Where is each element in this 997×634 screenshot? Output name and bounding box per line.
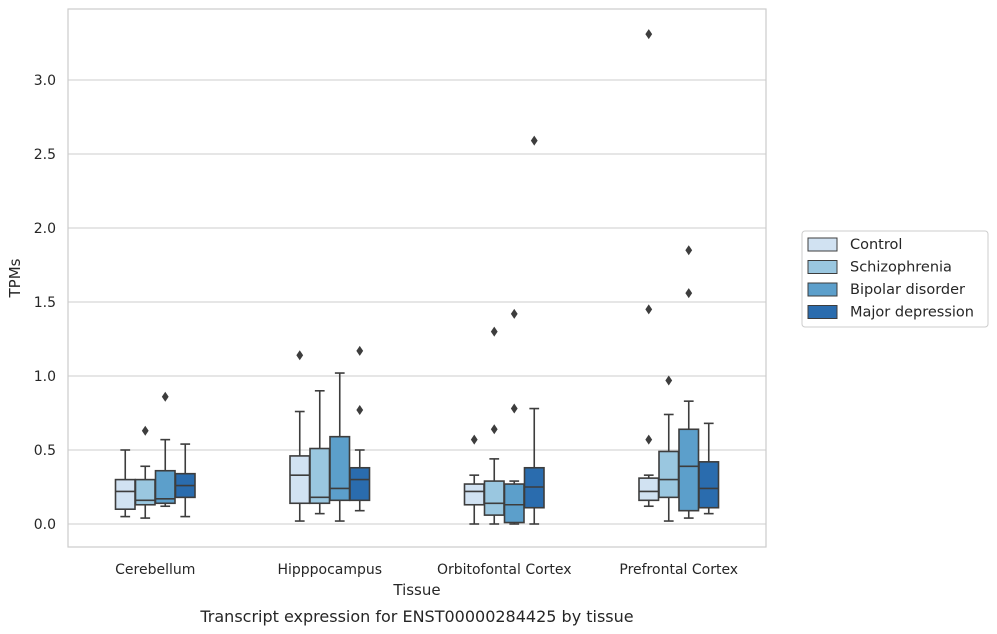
- outlier-point: [510, 403, 518, 414]
- box-bipolar-disorder: [678, 245, 700, 519]
- outlier-point: [356, 345, 364, 356]
- box-body: [658, 450, 680, 499]
- legend-items: Control Schizophrenia Bipolar disorder Majo…: [807, 237, 974, 321]
- box-body: [483, 480, 505, 516]
- box-body: [114, 478, 136, 511]
- legend-item: Bipolar disorder: [807, 282, 965, 298]
- x-tick-label: Hipppocampus: [277, 562, 382, 578]
- y-tick-label: 0.5: [34, 443, 56, 459]
- y-axis-label: TPMs: [6, 258, 24, 298]
- legend-frame: [801, 230, 989, 328]
- box-schizophrenia: [658, 375, 680, 522]
- box-body: [349, 466, 371, 502]
- chart-caption: Transcript expression for ENST0000028442…: [199, 607, 633, 626]
- y-axis-ticks: 0.0 0.5 1.0 1.5 2.0 2.5 3.0: [34, 73, 56, 533]
- x-axis-ticks: Cerebellum Hipppocampus Orbitofontal Corte…: [115, 562, 738, 578]
- outlier-point: [645, 29, 653, 40]
- outlier-point: [161, 391, 169, 402]
- box-body: [638, 477, 660, 502]
- box-major-depression: [174, 443, 196, 518]
- outlier-point: [665, 375, 673, 386]
- legend-item: Schizophrenia: [807, 260, 952, 276]
- x-axis-label: Tissue: [392, 581, 440, 599]
- y-tick-label: 1.0: [34, 369, 56, 385]
- x-tick-label: Prefrontal Cortex: [619, 562, 738, 578]
- legend-swatch: [807, 305, 838, 319]
- outlier-point: [510, 308, 518, 319]
- legend-label: Control: [850, 237, 902, 253]
- box-major-depression: [349, 345, 371, 512]
- box-body: [503, 483, 525, 524]
- legend-item: Major depression: [807, 305, 974, 321]
- y-tick-label: 2.5: [34, 147, 56, 163]
- box-control: [638, 29, 660, 508]
- plot-frame: [67, 8, 767, 548]
- box-major-depression: [523, 135, 545, 525]
- outlier-point: [296, 350, 304, 361]
- box-major-depression: [698, 422, 720, 515]
- box-control: [463, 434, 485, 525]
- outlier-point: [141, 425, 149, 436]
- outlier-point: [470, 434, 478, 445]
- legend-swatch: [807, 282, 838, 297]
- outlier-point: [530, 135, 538, 146]
- box-body: [309, 447, 331, 505]
- y-tick-label: 0.0: [34, 517, 56, 533]
- box-schizophrenia: [309, 389, 331, 515]
- legend-label: Major depression: [850, 305, 974, 321]
- x-tick-label: Cerebellum: [115, 562, 195, 578]
- box-body: [329, 435, 351, 502]
- legend-label: Schizophrenia: [850, 260, 952, 276]
- outlier-point: [490, 326, 498, 337]
- box-body: [463, 483, 485, 506]
- grid-lines: [68, 79, 766, 525]
- outlier-point: [645, 304, 653, 315]
- legend-swatch: [807, 260, 838, 274]
- box-bipolar-disorder: [154, 391, 176, 508]
- legend-label: Bipolar disorder: [850, 282, 965, 298]
- box-schizophrenia: [134, 425, 156, 519]
- box-control: [289, 350, 311, 522]
- y-tick-label: 3.0: [34, 73, 56, 89]
- legend: Control Schizophrenia Bipolar disorder Majo…: [801, 230, 989, 328]
- y-tick-label: 1.5: [34, 295, 56, 311]
- box-body: [698, 461, 720, 509]
- box-body: [678, 428, 700, 512]
- box-control: [114, 449, 136, 518]
- x-tick-label: Orbitofontal Cortex: [437, 562, 572, 578]
- outlier-point: [645, 434, 653, 445]
- box-plots: [114, 29, 720, 525]
- outlier-point: [490, 424, 498, 435]
- box-bipolar-disorder: [329, 372, 351, 522]
- box-bipolar-disorder: [503, 308, 525, 525]
- legend-item: Control: [807, 237, 902, 253]
- box-body: [289, 455, 311, 505]
- legend-swatch: [807, 237, 838, 252]
- outlier-point: [356, 405, 364, 416]
- box-schizophrenia: [483, 326, 505, 525]
- outlier-point: [685, 245, 693, 256]
- y-tick-label: 2.0: [34, 221, 56, 237]
- outlier-point: [685, 288, 693, 299]
